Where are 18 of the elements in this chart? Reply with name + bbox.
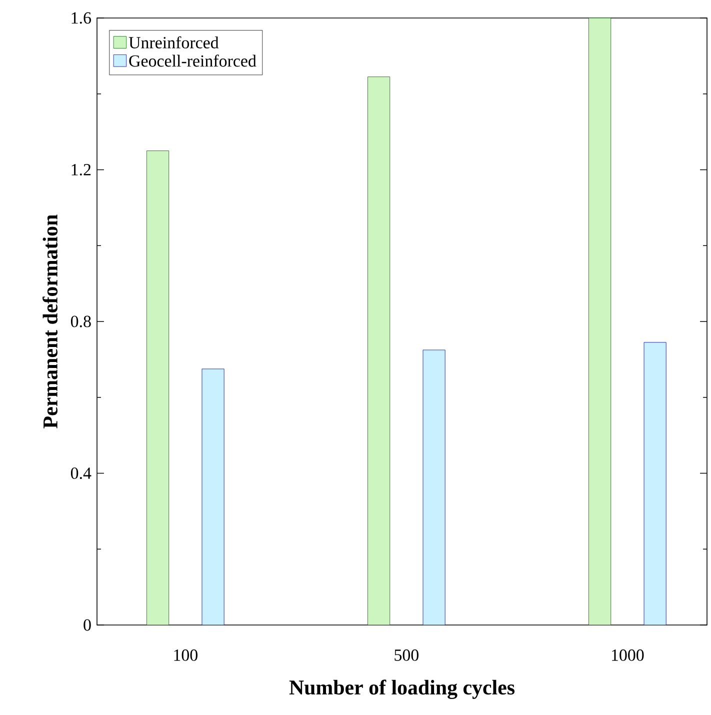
bar xyxy=(146,150,170,625)
x-tick-label: 100 xyxy=(174,649,198,661)
x-tick-label: 500 xyxy=(394,649,418,661)
y-tick-label: 0.8 xyxy=(70,316,91,328)
legend-label: Unreinforced xyxy=(128,36,219,48)
x-tick-label: 1000 xyxy=(612,649,644,661)
bar xyxy=(644,342,666,625)
y-tick-label: 1.6 xyxy=(72,12,91,24)
y-tick-label: 1.2 xyxy=(72,164,91,176)
y-axis-title: Permanent deformation xyxy=(42,214,58,428)
bar xyxy=(422,350,446,625)
bar xyxy=(588,18,612,625)
y-tick-label: 0 xyxy=(84,619,91,631)
bar xyxy=(202,368,224,625)
bar xyxy=(368,76,390,625)
x-axis-title: Number of loading cycles xyxy=(289,680,515,700)
legend-label: Geocell-reinforced xyxy=(129,54,256,67)
y-tick-label: 0.4 xyxy=(70,467,92,479)
